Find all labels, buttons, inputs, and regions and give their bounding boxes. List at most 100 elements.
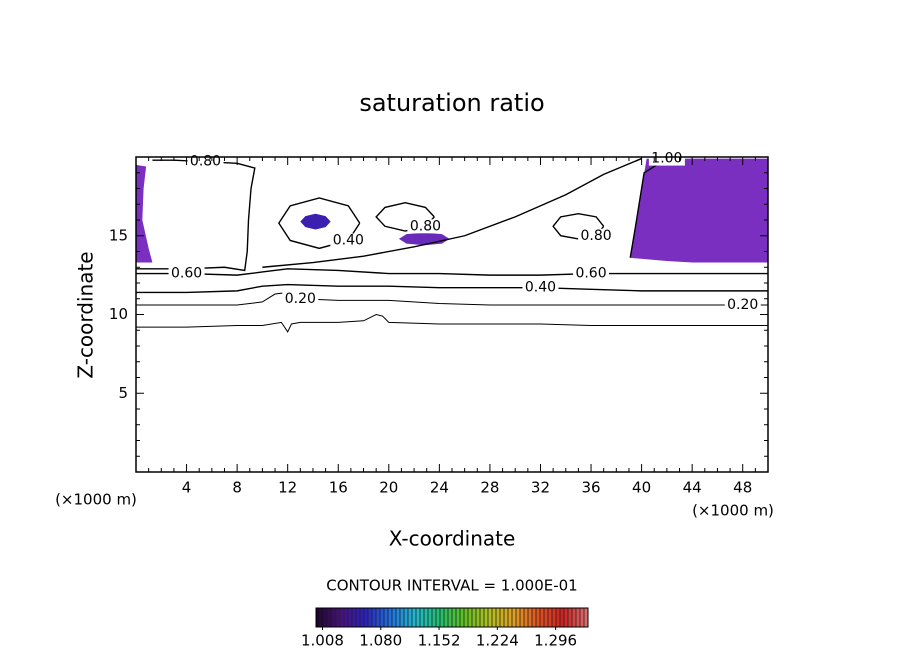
colorbar-cell [432,608,436,627]
x-tick-label: 36 [581,479,600,497]
contour-label: 0.80 [410,218,441,234]
contour-label: 0.60 [575,266,606,282]
colorbar-cell [440,608,444,627]
contour-label-bg [187,154,224,169]
colorbar-cell [472,608,476,627]
colorbar-cell [556,608,560,627]
colorbar-tick-label: 1.008 [301,632,344,650]
x-tick-label: 12 [278,479,297,497]
y-axis-label: Z-coordinate [74,251,98,378]
colorbar-cell [408,608,412,627]
colorbar-cell [528,608,532,627]
x-tick-label: 40 [632,479,651,497]
contour-label: 0.20 [727,297,758,313]
x-tick-label: 24 [430,479,449,497]
colorbar-cell [460,608,464,627]
x-axis-label: X-coordinate [389,527,516,551]
colorbar-cell [368,608,372,627]
colorbar-cell [384,608,388,627]
colorbar-cell [464,608,468,627]
x-tick-label: 8 [232,479,242,497]
colorbar-cell [404,608,408,627]
contour-label-bg [724,298,761,313]
contour-line [136,268,768,276]
colorbar-cell [560,608,564,627]
contour-label: 0.40 [525,280,556,296]
contour-interval: CONTOUR INTERVAL = 1.000E-01 [326,577,577,595]
colorbar-frame [315,607,589,628]
x-unit: (×1000 m) [692,502,774,520]
contour-label-bg [407,219,444,234]
colorbar-tick-label: 1.296 [534,632,577,650]
colorbar-cell [400,608,404,627]
colorbar-cell [540,608,544,627]
colorbar-tick-label: 1.080 [359,632,402,650]
colorbar-cell [488,608,492,627]
colorbar-cell [492,608,496,627]
colorbar-cell [444,608,448,627]
x-tick-label: 44 [683,479,702,497]
colorbar-cell [496,608,500,627]
contour-line [136,313,768,333]
colorbar-cell [544,608,548,627]
colorbar-cell [456,608,460,627]
colorbar-cell [476,608,480,627]
colorbar-cell [552,608,556,627]
contour-label-bg [578,228,615,243]
colorbar-cell [520,608,524,627]
colorbar-cell [320,608,324,627]
colorbar-cell [568,608,572,627]
contour-label-bg [522,280,559,295]
colorbar-cell [328,608,332,627]
colorbar-cell [316,608,320,627]
y-tick-label: 10 [109,305,128,323]
colorbar-cell [504,608,508,627]
colorbar-cell [584,608,588,627]
colorbar-cell [424,608,428,627]
colorbar-cell [536,608,540,627]
colorbar-cell [396,608,400,627]
chart-title: saturation ratio [359,89,544,117]
y-unit: (×1000 m) [55,491,137,509]
colorbar-cell [344,608,348,627]
contour-label-bg [573,266,610,281]
colorbar-cell [480,608,484,627]
colorbar-cell [512,608,516,627]
colorbar-cell [524,608,528,627]
colorbar-cell [500,608,504,627]
colorbar-cell [356,608,360,627]
contour-line [262,157,642,268]
y-tick-label: 5 [118,384,128,402]
colorbar-cell [416,608,420,627]
colorbar-cell [360,608,364,627]
contour-line [136,291,768,306]
colorbar-cell [516,608,520,627]
colorbar-cell [532,608,536,627]
colorbar-cell [332,608,336,627]
colorbar-cell [364,608,368,627]
x-tick-label: 20 [379,479,398,497]
colorbar-cell [352,608,356,627]
contour-label: 0.40 [333,232,364,248]
x-tick-label: 32 [531,479,550,497]
contour-label: 0.80 [190,154,221,170]
filled-region [136,164,153,263]
colorbar-cell [484,608,488,627]
colorbar-cell [572,608,576,627]
colorbar-cell [452,608,456,627]
colorbar-cell [564,608,568,627]
contour-line [629,157,668,258]
contour-label-bg [282,291,319,306]
filled-region [630,158,768,263]
contour-label: 0.60 [171,266,202,282]
contour-label: 0.80 [581,228,612,244]
colorbar-cell [376,608,380,627]
colorbar-cell [448,608,452,627]
contour-line [136,283,768,294]
colorbar-cell [576,608,580,627]
filled-region [398,232,450,246]
colorbar-cell [508,608,512,627]
colorbar-cell [428,608,432,627]
colorbar-cell [580,608,584,627]
